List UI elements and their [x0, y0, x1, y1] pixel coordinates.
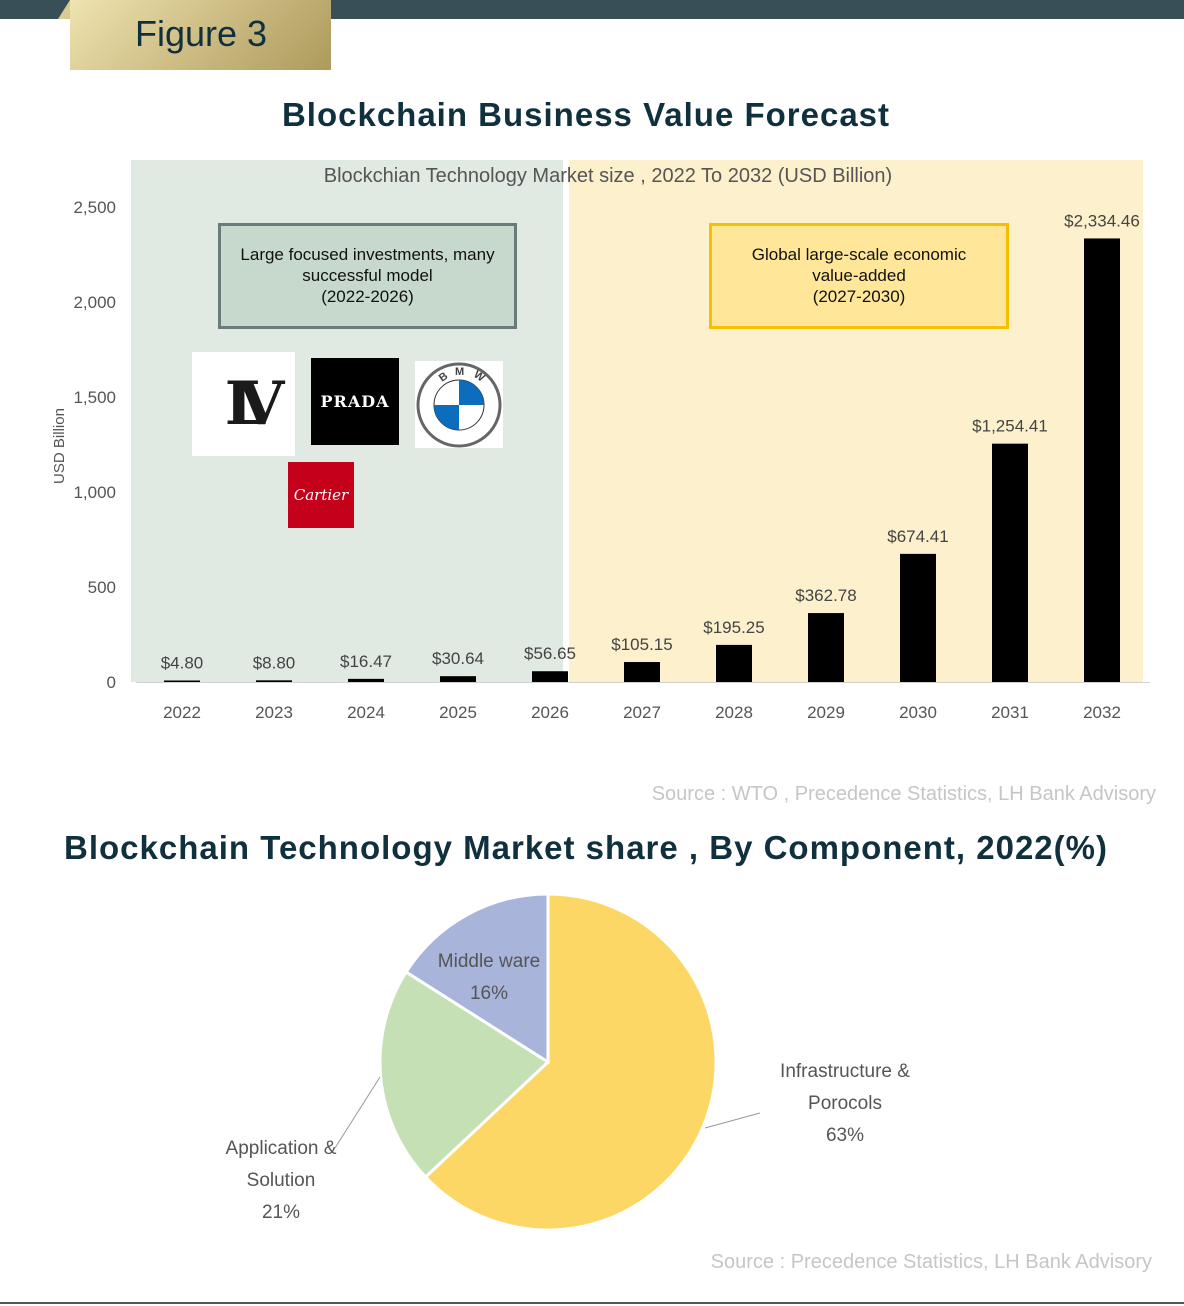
leader-line: [334, 1076, 381, 1149]
slice-label: Solution: [247, 1170, 316, 1191]
slice-label: Infrastructure &: [780, 1061, 910, 1082]
annotation-box-yellow: Global large-scale economic value-added …: [709, 223, 1009, 329]
lv-logo: LV: [192, 352, 295, 456]
figure-tab: Figure 3: [70, 0, 331, 70]
x-tick-label: 2032: [1083, 703, 1121, 722]
pie-slice: [378, 969, 551, 1180]
data-label: $105.15: [611, 635, 672, 654]
pie-section-title: Blockchain Technology Market share , By …: [64, 829, 1108, 866]
x-tick-label: 2024: [347, 703, 385, 722]
data-label: $1,254.41: [972, 417, 1048, 436]
data-label: $8.80: [253, 653, 296, 672]
slice-label: Porocols: [808, 1093, 882, 1114]
bar-2030: [900, 553, 936, 682]
x-tick-label: 2030: [899, 703, 937, 722]
y-tick-label: 2,000: [73, 293, 116, 312]
data-label: $362.78: [795, 586, 856, 605]
pie-chart: Infrastructure & Porocols 63% Application &…: [226, 892, 910, 1232]
bar-2031: [992, 443, 1028, 682]
y-axis-label: USD Billion: [51, 408, 68, 484]
slice-label: Middle ware: [438, 951, 540, 972]
data-label: $30.64: [432, 649, 484, 668]
data-label: $56.65: [524, 644, 576, 663]
bar-chart: Blockchian Technology Market size , 2022…: [51, 160, 1150, 722]
prada-logo: PRADA: [311, 358, 399, 445]
bar-2023: [256, 680, 292, 682]
bar-2028: [716, 644, 752, 682]
y-tick-label: 500: [88, 578, 116, 597]
y-tick-label: 2,500: [73, 198, 116, 217]
annotation-line: (2022-2026): [321, 287, 414, 306]
x-tick-label: 2023: [255, 703, 293, 722]
x-tick-label: 2027: [623, 703, 661, 722]
annotation-line: (2027-2030): [812, 287, 906, 306]
bar-2027: [624, 662, 660, 682]
data-label: $674.41: [887, 527, 948, 546]
tab-fold: [58, 0, 70, 19]
slice-percent: 16%: [470, 983, 508, 1004]
pie-source: Source : Precedence Statistics, LH Bank …: [710, 1251, 1152, 1273]
x-tick-label: 2028: [715, 703, 753, 722]
y-tick-label: 0: [107, 673, 116, 692]
data-label: $195.25: [703, 618, 764, 637]
bar-source: Source : WTO , Precedence Statistics, LH…: [651, 783, 1156, 805]
chart-title: Blockchian Technology Market size , 2022…: [324, 165, 892, 187]
y-tick-label: 1,000: [73, 483, 116, 502]
y-tick-label: 1,500: [73, 388, 116, 407]
bar-2025: [440, 676, 476, 682]
leader-line: [704, 1112, 761, 1129]
annotation-line: Global large-scale economic: [751, 245, 967, 264]
figure-label: Figure 3: [135, 13, 268, 54]
x-tick-label: 2025: [439, 703, 477, 722]
x-tick-label: 2026: [531, 703, 569, 722]
annotation-box-green: Large focused investments, many successf…: [218, 223, 517, 329]
pie-slice: [423, 892, 718, 1232]
bar-2032: [1084, 238, 1120, 682]
x-tick-label: 2022: [163, 703, 201, 722]
bar-2022: [164, 680, 200, 682]
bottom-rule: [0, 1302, 1184, 1304]
bmw-logo: B M W: [415, 361, 503, 448]
cartier-logo: Cartier: [288, 462, 354, 528]
slice-label: Application &: [226, 1138, 337, 1159]
x-tick-label: 2031: [991, 703, 1029, 722]
bar-2026: [532, 671, 568, 682]
data-label: $2,334.46: [1064, 211, 1140, 230]
bar-2029: [808, 613, 844, 682]
bar-section-title: Blockchain Business Value Forecast: [281, 96, 891, 133]
annotation-line: successful model: [302, 266, 433, 285]
bar-2024: [348, 678, 384, 682]
x-tick-label: 2029: [807, 703, 845, 722]
data-label: $16.47: [340, 652, 392, 671]
data-label: $4.80: [161, 654, 204, 673]
slice-percent: 21%: [262, 1202, 300, 1223]
slice-percent: 63%: [826, 1125, 864, 1146]
annotation-line: value-added: [812, 266, 906, 285]
svg-text:M: M: [455, 366, 464, 378]
annotation-line: Large focused investments, many: [240, 245, 495, 264]
pie-slice: [404, 892, 550, 1065]
